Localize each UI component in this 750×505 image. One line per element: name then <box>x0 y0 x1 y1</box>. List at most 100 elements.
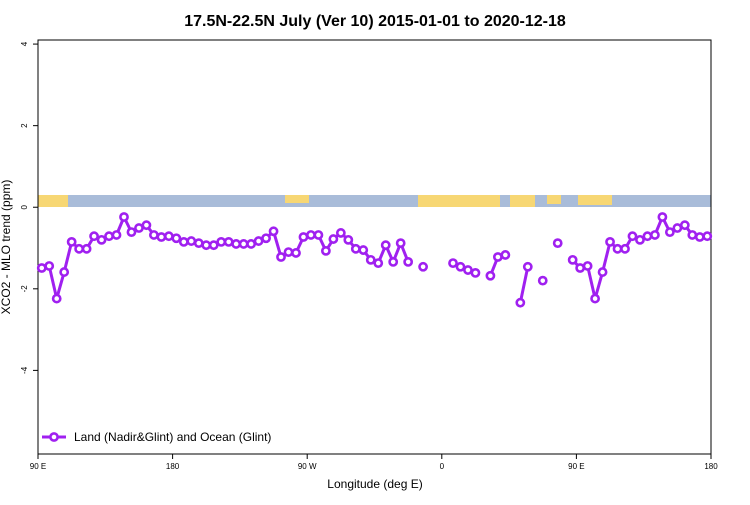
data-point <box>448 258 458 269</box>
data-point <box>253 236 264 246</box>
data-point <box>575 263 586 273</box>
data-point <box>66 237 77 247</box>
x-tick-label: 90 E <box>568 462 584 471</box>
data-point <box>119 212 129 222</box>
data-point <box>186 236 197 246</box>
data-point <box>418 261 429 272</box>
data-point <box>650 230 660 240</box>
data-point <box>522 261 533 272</box>
data-point <box>373 258 384 269</box>
data-point <box>89 231 99 242</box>
data-point <box>246 239 257 249</box>
data-point <box>350 243 361 254</box>
plot-frame <box>37 39 712 455</box>
data-point <box>500 250 511 260</box>
data-point <box>231 239 242 249</box>
x-tick-label: 90 E <box>30 462 46 471</box>
data-point <box>515 297 526 308</box>
data-point <box>567 254 578 265</box>
y-tick-label: -4 <box>20 366 29 374</box>
data-point <box>313 230 324 240</box>
y-tick-label: 4 <box>20 41 29 46</box>
data-point <box>81 243 92 254</box>
data-point <box>44 261 55 271</box>
land-ocean-strip <box>38 195 711 207</box>
data-point <box>283 247 294 257</box>
data-point <box>276 252 286 262</box>
data-point <box>238 239 249 249</box>
y-tick-label: -2 <box>20 285 29 293</box>
data-point <box>537 275 548 286</box>
data-point <box>590 293 600 304</box>
land-patch <box>285 195 309 203</box>
data-point <box>298 232 309 242</box>
data-point <box>552 238 563 249</box>
data-point <box>306 230 316 240</box>
data-point <box>605 237 615 247</box>
data-point <box>96 234 107 245</box>
data-point <box>635 234 645 245</box>
data-point <box>36 263 47 273</box>
land-patch <box>547 195 561 204</box>
data-point <box>261 233 271 244</box>
data-point <box>291 248 301 258</box>
data-point <box>380 240 391 251</box>
x-tick-label: 180 <box>704 462 718 471</box>
data-point <box>208 240 219 251</box>
legend-marker <box>49 432 59 442</box>
chart-title: 17.5N-22.5N July (Ver 10) 2015-01-01 to … <box>184 13 566 30</box>
data-point <box>59 267 70 277</box>
data-point <box>365 254 376 265</box>
data-point <box>679 220 690 231</box>
data-point <box>687 230 698 240</box>
ocean-band <box>38 195 711 207</box>
data-point <box>642 231 653 242</box>
data-point <box>201 240 212 251</box>
data-point <box>126 227 137 238</box>
data-point <box>455 261 466 272</box>
data-point <box>694 232 705 242</box>
data-point <box>328 234 339 244</box>
land-patch <box>38 195 68 207</box>
data-point <box>463 265 473 275</box>
data-point <box>134 223 144 233</box>
data-point <box>403 256 414 267</box>
data-point <box>156 232 167 242</box>
data-point <box>620 243 630 254</box>
data-point <box>388 256 399 267</box>
data-point <box>111 230 122 240</box>
data-point <box>672 223 683 233</box>
data-point <box>320 245 331 256</box>
data-point <box>597 267 608 277</box>
data-point <box>223 237 234 247</box>
data-point <box>582 261 593 271</box>
x-axis-label: Longitude (deg E) <box>327 477 422 491</box>
legend: Land (Nadir&Glint) and Ocean (Glint) <box>42 430 271 444</box>
land-patch <box>418 195 500 207</box>
data-point <box>358 245 369 255</box>
x-tick-label: 0 <box>440 462 445 471</box>
legend-label: Land (Nadir&Glint) and Ocean (Glint) <box>74 430 271 444</box>
data-point <box>163 231 174 242</box>
y-tick-label: 0 <box>20 204 29 209</box>
y-axis-label: XCO2 - MLO trend (ppm) <box>0 180 13 315</box>
data-point <box>104 231 114 242</box>
x-tick-label: 90 W <box>298 462 317 471</box>
data-point <box>492 252 503 262</box>
data-point <box>268 226 279 237</box>
data-point <box>485 270 496 281</box>
data-point <box>702 231 713 242</box>
data-point <box>193 238 204 249</box>
data-point <box>178 237 189 247</box>
y-tick-label: 2 <box>20 123 29 128</box>
data-point <box>216 237 227 247</box>
land-patch <box>510 195 535 207</box>
data-point <box>149 230 159 240</box>
land-patch <box>578 195 612 205</box>
data-point <box>74 243 85 254</box>
data-point <box>627 231 638 242</box>
data-point <box>171 233 182 244</box>
x-tick-label: 180 <box>166 462 180 471</box>
